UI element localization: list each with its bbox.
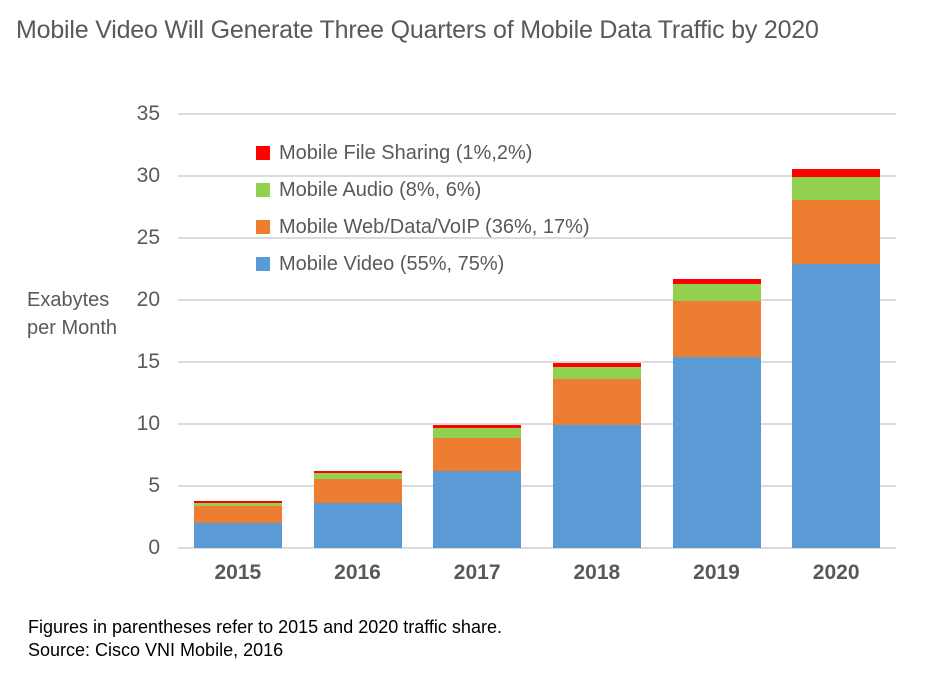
bar-segment-2020-mobile-video — [792, 264, 881, 548]
bar-segment-2016-mobile-video — [313, 503, 402, 548]
legend-label: Mobile Video (55%, 75%) — [279, 252, 505, 275]
footnote-line2: Source: Cisco VNI Mobile, 2016 — [28, 640, 284, 660]
bar-column-2019 — [672, 114, 761, 548]
gridline-35 — [178, 113, 896, 115]
x-tick-label-2016: 2016 — [334, 561, 381, 584]
bar-column-2018 — [552, 114, 641, 548]
bar-segment-2019-mobile-file-sharing — [672, 278, 761, 284]
bar-segment-2018-mobile-video — [552, 425, 641, 548]
bar-segment-2015-mobile-audio — [193, 503, 282, 507]
y-axis-title: Exabytes per Month — [27, 286, 117, 342]
x-tick-label-2018: 2018 — [573, 561, 621, 584]
gridline-30 — [178, 175, 896, 177]
footnote: Figures in parentheses refer to 2015 and… — [28, 616, 502, 662]
bar-segment-2020-mobile-file-sharing — [792, 168, 881, 178]
gridline-10 — [178, 423, 896, 425]
bar-segment-2018-mobile-file-sharing — [552, 363, 641, 367]
bar-segment-2019-mobile-web-data-voip — [672, 301, 761, 358]
bar-column-2020 — [792, 114, 881, 548]
bar-column-2015 — [193, 114, 282, 548]
legend-item-mobile-web-data-voip: Mobile Web/Data/VoIP (36%, 17%) — [256, 214, 590, 240]
bar-segment-2016-mobile-web-data-voip — [313, 479, 402, 504]
legend-item-mobile-file-sharing: Mobile File Sharing (1%,2%) — [256, 140, 532, 166]
gridline-0 — [178, 547, 896, 549]
legend-item-mobile-video: Mobile Video (55%, 75%) — [256, 251, 504, 277]
y-axis-title-line1: Exabytes — [27, 289, 110, 311]
legend-swatch-icon — [256, 146, 270, 160]
bar-column-2017 — [433, 114, 522, 548]
y-tick-label-25: 25 — [136, 226, 160, 249]
bar-segment-2015-mobile-video — [193, 523, 282, 548]
footnote-line1: Figures in parentheses refer to 2015 and… — [28, 617, 502, 637]
bar-segment-2015-mobile-file-sharing — [193, 501, 282, 503]
gridline-15 — [178, 361, 896, 363]
bar-segment-2018-mobile-audio — [552, 366, 641, 380]
bar-segment-2017-mobile-file-sharing — [433, 425, 522, 428]
bar-segment-2019-mobile-audio — [672, 283, 761, 302]
legend-item-mobile-audio: Mobile Audio (8%, 6%) — [256, 177, 481, 203]
bar-segment-2020-mobile-web-data-voip — [792, 199, 881, 265]
y-axis-title-line2: per Month — [27, 317, 118, 339]
y-tick-label-20: 20 — [136, 288, 160, 311]
bar-segment-2017-mobile-video — [433, 471, 522, 548]
y-tick-label-5: 5 — [148, 474, 160, 497]
y-tick-label-35: 35 — [136, 102, 160, 125]
bar-segment-2017-mobile-web-data-voip — [433, 437, 522, 472]
x-tick-label-2019: 2019 — [693, 561, 740, 584]
bar-column-2016 — [313, 114, 402, 548]
bar-segment-2019-mobile-video — [672, 357, 761, 548]
bar-segment-2016-mobile-audio — [313, 473, 402, 480]
y-tick-label-0: 0 — [148, 536, 160, 559]
bar-segment-2018-mobile-web-data-voip — [552, 379, 641, 426]
y-tick-label-30: 30 — [136, 164, 160, 187]
x-tick-label-2017: 2017 — [453, 561, 501, 584]
bar-segment-2016-mobile-file-sharing — [313, 471, 402, 474]
chart-title: Mobile Video Will Generate Three Quarter… — [16, 16, 819, 44]
gridline-5 — [178, 485, 896, 487]
legend-swatch-icon — [256, 220, 270, 234]
gridline-25 — [178, 237, 896, 239]
x-tick-label-2015: 2015 — [214, 561, 262, 584]
y-tick-label-15: 15 — [136, 350, 160, 373]
x-tick-label-2020: 2020 — [812, 561, 860, 584]
legend-swatch-icon — [256, 257, 270, 271]
bar-segment-2015-mobile-web-data-voip — [193, 506, 282, 524]
y-tick-label-10: 10 — [136, 412, 160, 435]
legend-swatch-icon — [256, 183, 270, 197]
bar-segment-2020-mobile-audio — [792, 177, 881, 200]
legend-label: Mobile Audio (8%, 6%) — [279, 178, 482, 201]
legend-label: Mobile Web/Data/VoIP (36%, 17%) — [279, 215, 590, 238]
legend-label: Mobile File Sharing (1%,2%) — [279, 141, 533, 164]
gridline-20 — [178, 299, 896, 301]
bar-segment-2017-mobile-audio — [433, 427, 522, 438]
